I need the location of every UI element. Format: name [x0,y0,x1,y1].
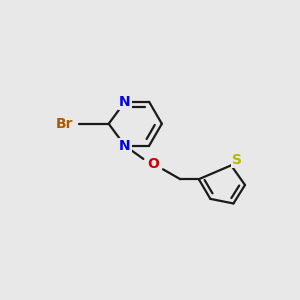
Text: S: S [232,153,242,167]
Text: Br: Br [56,117,74,131]
Text: N: N [119,139,131,153]
Text: N: N [119,95,131,109]
Text: O: O [147,157,159,171]
